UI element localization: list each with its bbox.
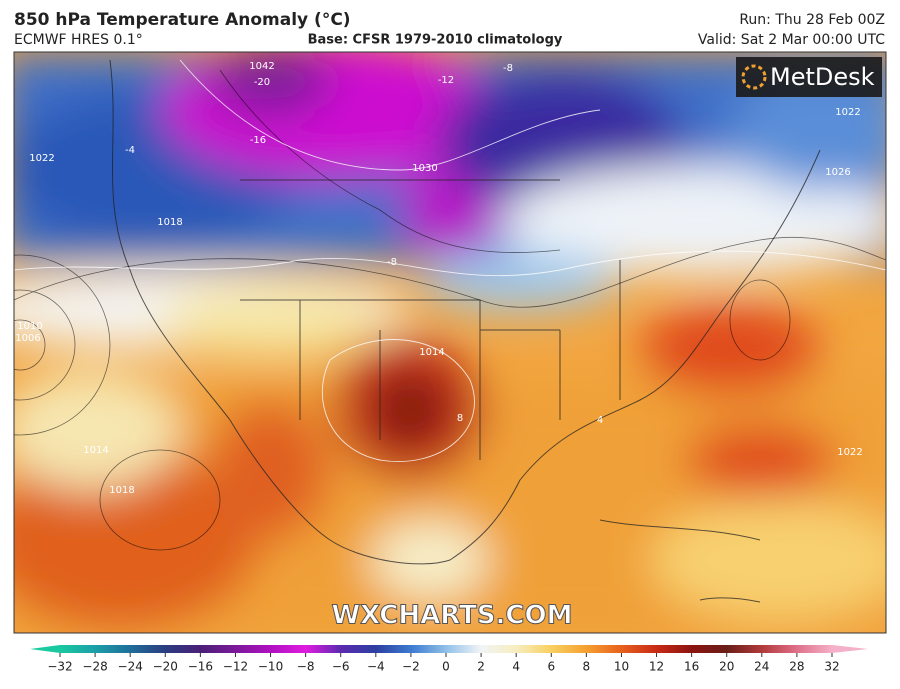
colorbar-tick-label: −32 [47, 660, 72, 674]
contour-label: -20 [254, 77, 270, 88]
contour-label: 1018 [109, 485, 134, 496]
run: Run: Thu 28 Feb 00Z [739, 12, 885, 28]
colorbar-tick-label: −2 [402, 660, 420, 674]
colorbar-tick-label: 12 [649, 660, 664, 674]
contour-label: -4 [125, 145, 135, 156]
base: Base: CFSR 1979-2010 climatology [308, 33, 563, 48]
colorbar: −32 −28 −24 −20 −16 −12 −10 −8 −6 −4 −2 0 2 4 6 8 10 12 16… [30, 645, 868, 674]
colorbar-tick-label: −28 [82, 660, 107, 674]
contour-label: -8 [387, 257, 397, 268]
contour-label: 1014 [419, 347, 444, 358]
contour-label: 8 [457, 413, 463, 424]
title: 850 hPa Temperature Anomaly (°C) [14, 10, 351, 30]
colorbar-tick-label: −12 [223, 660, 248, 674]
logo: MetDesk [770, 63, 875, 91]
colorbar-tick-label: 6 [547, 660, 555, 674]
contour-label: 1022 [29, 153, 54, 164]
map-frame [13, 51, 887, 634]
contour-label: 1042 [249, 61, 274, 72]
colorbar-tick-label: 20 [719, 660, 734, 674]
contour-label: 1022 [837, 447, 862, 458]
colorbar-tick-label: 32 [824, 660, 839, 674]
contour-label: -8 [503, 63, 513, 74]
colorbar-tick-label: 16 [684, 660, 699, 674]
contour-label: 1018 [157, 217, 182, 228]
colorbar-tick-label: −8 [297, 660, 315, 674]
colorbar-tick-label: −24 [118, 660, 143, 674]
contour-label: 1022 [835, 107, 860, 118]
colorbar-bar [60, 645, 832, 653]
colorbar-tick-label: 8 [583, 660, 591, 674]
model: ECMWF HRES 0.1° [14, 32, 143, 48]
contour-label: 4 [597, 415, 603, 426]
contour-label: 1006 [15, 333, 40, 344]
colorbar-tick-label: 0 [442, 660, 450, 674]
contour-label: 1014 [83, 445, 108, 456]
watermark: WXCHARTS.COM [331, 601, 572, 631]
colorbar-tick-label: −10 [258, 660, 283, 674]
contour-label: -12 [438, 75, 454, 86]
colorbar-tick-label: −16 [188, 660, 213, 674]
contour-label: 1030 [412, 163, 437, 174]
colorbar-tick-label: 24 [754, 660, 769, 674]
colorbar-tick-label: −4 [367, 660, 385, 674]
colorbar-tick-label: −20 [153, 660, 178, 674]
colorbar-tick-label: 28 [789, 660, 804, 674]
colorbar-tick-label: 2 [477, 660, 485, 674]
contour-label: -16 [250, 135, 266, 146]
colorbar-tick-label: 10 [614, 660, 629, 674]
valid: Valid: Sat 2 Mar 00:00 UTC [698, 32, 885, 48]
colorbar-tick-label: 4 [512, 660, 520, 674]
colorbar-min-arrow [30, 645, 60, 653]
colorbar-max-arrow [832, 645, 868, 653]
colorbar-tick-label: −6 [332, 660, 350, 674]
contour-label: 1026 [825, 167, 850, 178]
contour-label: 1010 [17, 321, 42, 332]
